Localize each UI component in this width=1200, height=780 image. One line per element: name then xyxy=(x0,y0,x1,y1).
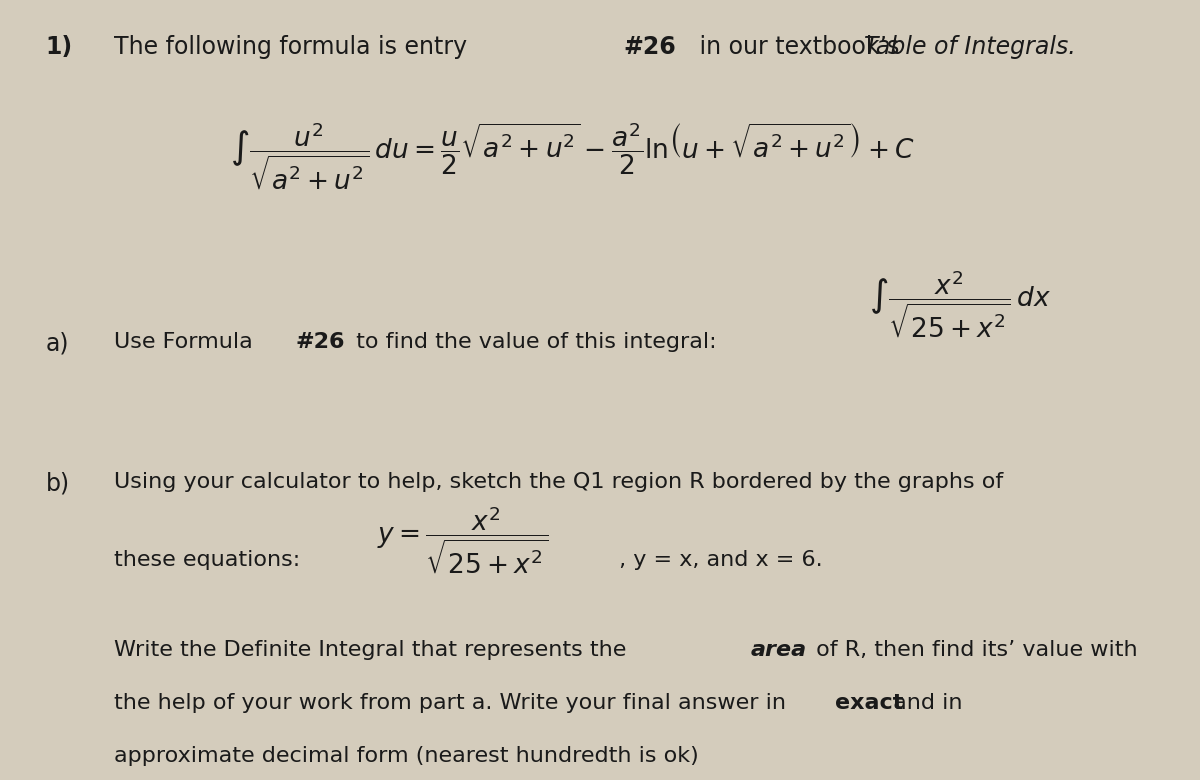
Text: $\int \dfrac{x^2}{\sqrt{25+x^2}}\, dx$: $\int \dfrac{x^2}{\sqrt{25+x^2}}\, dx$ xyxy=(869,268,1051,340)
Text: Table of Integrals.: Table of Integrals. xyxy=(864,35,1075,59)
Text: to find the value of this integral:: to find the value of this integral: xyxy=(349,332,716,352)
Text: #26: #26 xyxy=(624,35,676,59)
Text: , y = x, and x = 6.: , y = x, and x = 6. xyxy=(612,550,822,570)
Text: and in: and in xyxy=(887,693,962,713)
Text: in our textbook’s: in our textbook’s xyxy=(692,35,907,59)
Text: $\int \dfrac{u^2}{\sqrt{a^2+u^2}}\, du = \dfrac{u}{2}\sqrt{a^2+u^2} - \dfrac{a^2: $\int \dfrac{u^2}{\sqrt{a^2+u^2}}\, du =… xyxy=(229,120,914,192)
Text: 1): 1) xyxy=(46,35,73,59)
Text: a): a) xyxy=(46,332,70,356)
Text: of R, then find its’ value with: of R, then find its’ value with xyxy=(809,640,1138,660)
Text: Use Formula: Use Formula xyxy=(114,332,260,352)
Text: Write the Definite Integral that represents the: Write the Definite Integral that represe… xyxy=(114,640,634,660)
Text: $y = \dfrac{x^2}{\sqrt{25+x^2}}$: $y = \dfrac{x^2}{\sqrt{25+x^2}}$ xyxy=(378,505,548,576)
Text: approximate decimal form (nearest hundredth is ok): approximate decimal form (nearest hundre… xyxy=(114,746,700,766)
Text: these equations:: these equations: xyxy=(114,550,301,570)
Text: Using your calculator to help, sketch the Q1 region R bordered by the graphs of: Using your calculator to help, sketch th… xyxy=(114,472,1003,492)
Text: b): b) xyxy=(46,472,70,496)
Text: #26: #26 xyxy=(295,332,344,352)
Text: area: area xyxy=(750,640,806,660)
Text: exact: exact xyxy=(835,693,904,713)
Text: the help of your work from part a. Write your final answer in: the help of your work from part a. Write… xyxy=(114,693,793,713)
Text: The following formula is entry: The following formula is entry xyxy=(114,35,475,59)
